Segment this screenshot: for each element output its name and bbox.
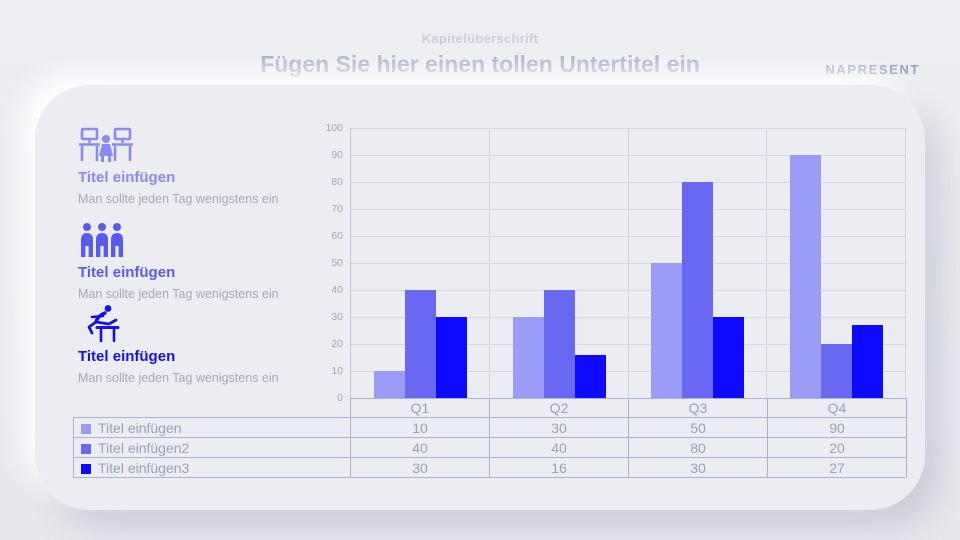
content-card: Titel einfügen Man sollte jeden Tag weni…	[35, 85, 925, 510]
feature-item-3: Titel einfügen Man sollte jeden Tag weni…	[78, 304, 328, 386]
bar-Titel einfügen2-Q2[interactable]	[543, 290, 575, 398]
column-boundary-line	[766, 128, 768, 398]
workstation-icon	[78, 125, 328, 163]
bar-Titel einfügen3-Q3[interactable]	[713, 317, 745, 398]
category-header-Q2[interactable]: Q2	[489, 398, 629, 418]
bar-Titel einfügen-Q2[interactable]	[512, 317, 544, 398]
bar-Titel einfügen-Q1[interactable]	[373, 371, 405, 398]
value-cell-Titel einfügen2-Q2[interactable]: 40	[489, 437, 629, 458]
series-legend-cell[interactable]: Titel einfügen	[73, 417, 351, 438]
bar-Titel einfügen3-Q2[interactable]	[574, 354, 606, 398]
value-cell-Titel einfügen3-Q1[interactable]: 30	[350, 457, 490, 478]
brand-logo: NAPRESENT	[825, 62, 920, 77]
y-axis-tick-label: 0	[337, 392, 343, 404]
value-cell-Titel einfügen2-Q3[interactable]: 80	[628, 437, 768, 458]
bar-Titel einfügen3-Q1[interactable]	[435, 317, 467, 398]
legend-swatch	[81, 423, 91, 434]
table-row: Titel einfügen 10 30 50 90	[73, 417, 907, 438]
feature-title[interactable]: Titel einfügen	[78, 169, 176, 186]
column-boundary-line	[627, 128, 629, 398]
series-legend-cell[interactable]: Titel einfügen2	[73, 437, 351, 458]
table-corner-cell	[74, 399, 351, 418]
feature-title[interactable]: Titel einfügen	[78, 264, 176, 281]
y-axis-tick-label: 10	[331, 365, 343, 377]
feature-title[interactable]: Titel einfügen	[78, 348, 176, 365]
bar-Titel einfügen3-Q4[interactable]	[852, 325, 884, 398]
table-row: Titel einfügen3 30 16 30 27	[73, 457, 907, 478]
bar-Titel einfügen2-Q4[interactable]	[821, 344, 853, 398]
team-icon	[78, 220, 328, 258]
column-boundary-line	[488, 128, 490, 398]
value-cell-Titel einfügen3-Q2[interactable]: 16	[489, 457, 629, 478]
chapter-heading[interactable]: Kapitelüberschrift	[421, 31, 539, 46]
y-axis-tick-label: 100	[325, 122, 343, 134]
slide-subtitle[interactable]: Fügen Sie hier einen tollen Untertitel e…	[260, 51, 700, 77]
value-cell-Titel einfügen3-Q3[interactable]: 30	[628, 457, 768, 478]
value-cell-Titel einfügen-Q4[interactable]: 90	[767, 417, 907, 438]
feature-description[interactable]: Man sollte jeden Tag wenigstens ein	[78, 370, 279, 385]
value-cell-Titel einfügen2-Q4[interactable]: 20	[767, 437, 907, 458]
value-cell-Titel einfügen-Q2[interactable]: 30	[489, 417, 629, 438]
value-cell-Titel einfügen2-Q1[interactable]: 40	[350, 437, 490, 458]
hurdler-icon	[78, 304, 328, 342]
category-header-Q4[interactable]: Q4	[767, 398, 907, 418]
value-cell-Titel einfügen-Q1[interactable]: 10	[350, 417, 490, 438]
bar-Titel einfügen2-Q1[interactable]	[404, 290, 436, 398]
y-axis-tick-label: 80	[331, 176, 343, 188]
y-axis-tick-label: 20	[331, 338, 343, 350]
series-legend-cell[interactable]: Titel einfügen3	[73, 457, 351, 478]
legend-swatch	[81, 443, 91, 454]
chart-data-table-wrap: Q1 Q2 Q3 Q4 Titel einfügen 10 30 50 90 Titel einf…	[73, 398, 907, 478]
feature-item-2: Titel einfügen Man sollte jeden Tag weni…	[78, 220, 328, 302]
feature-description[interactable]: Man sollte jeden Tag wenigstens ein	[78, 286, 279, 301]
bar-Titel einfügen-Q3[interactable]	[651, 263, 683, 398]
y-axis-tick-label: 90	[331, 149, 343, 161]
y-axis-tick-label: 70	[331, 203, 343, 215]
table-row: Titel einfügen2 40 40 80 20	[73, 437, 907, 458]
category-header-Q3[interactable]: Q3	[628, 398, 768, 418]
bar-chart: 0 10 20 30 40 50 60 70 80 90 100	[325, 122, 906, 404]
y-axis-tick-label: 60	[331, 230, 343, 242]
bar-Titel einfügen-Q4[interactable]	[790, 155, 822, 398]
category-header-Q1[interactable]: Q1	[350, 398, 490, 418]
legend-swatch	[81, 463, 91, 474]
feature-item-1: Titel einfügen Man sollte jeden Tag weni…	[78, 125, 328, 207]
value-cell-Titel einfügen3-Q4[interactable]: 27	[767, 457, 907, 478]
chart-data-table: Q1 Q2 Q3 Q4 Titel einfügen 10 30 50 90 Titel einf…	[73, 398, 907, 478]
value-cell-Titel einfügen-Q3[interactable]: 50	[628, 417, 768, 438]
bar-Titel einfügen2-Q3[interactable]	[682, 182, 714, 398]
y-axis-tick-label: 40	[331, 284, 343, 296]
y-axis-tick-label: 50	[331, 257, 343, 269]
feature-description[interactable]: Man sollte jeden Tag wenigstens ein	[78, 191, 279, 206]
column-boundary-line	[905, 128, 906, 398]
y-axis-tick-label: 30	[331, 311, 343, 323]
